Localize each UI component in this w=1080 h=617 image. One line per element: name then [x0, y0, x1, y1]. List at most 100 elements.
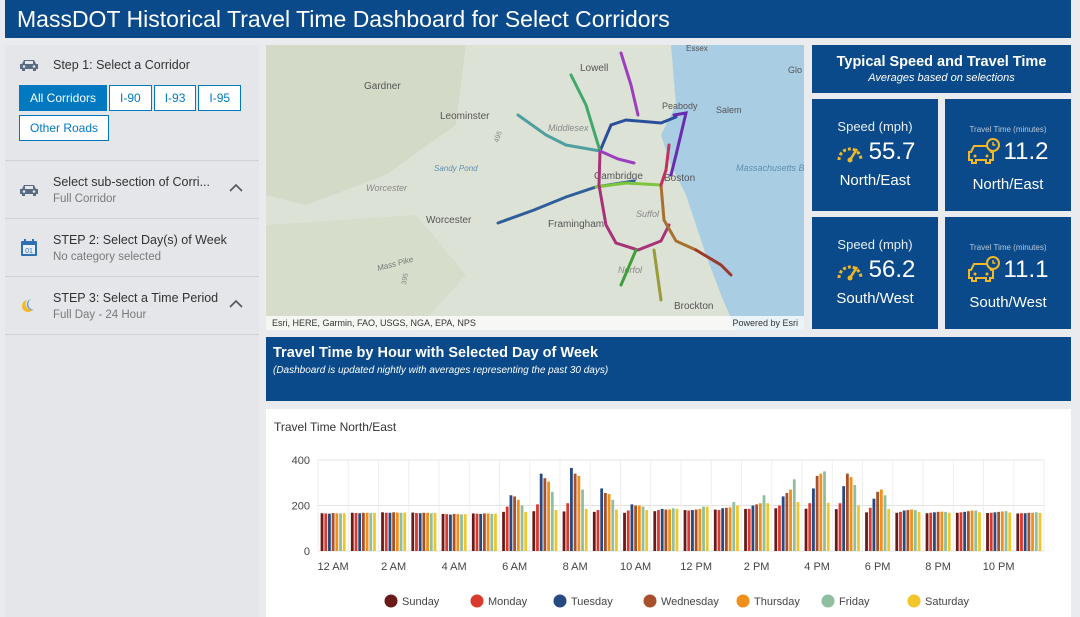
bar-monday-8[interactable]	[566, 503, 570, 551]
bar-sunday-7[interactable]	[532, 511, 536, 551]
bar-wednesday-2[interactable]	[392, 512, 396, 551]
bar-sunday-0[interactable]	[320, 513, 324, 551]
route-boston-core[interactable]	[659, 143, 671, 187]
bar-saturday-10[interactable]	[645, 510, 649, 551]
bar-thursday-4[interactable]	[456, 514, 460, 551]
bar-thursday-22[interactable]	[1000, 511, 1004, 551]
bar-wednesday-4[interactable]	[452, 513, 456, 551]
chevron-up-icon[interactable]	[229, 183, 243, 193]
bar-friday-13[interactable]	[732, 502, 736, 551]
route-i93-north[interactable]	[598, 115, 678, 153]
legend-item-monday[interactable]: Monday	[470, 594, 528, 609]
bar-friday-3[interactable]	[429, 513, 433, 551]
route-2[interactable]	[516, 113, 602, 153]
bar-monday-18[interactable]	[868, 507, 872, 551]
bar-thursday-10[interactable]	[637, 505, 641, 552]
bar-saturday-18[interactable]	[887, 508, 891, 551]
map-canvas[interactable]: Essex Lowell Glo Gardner Peabody Salem L…	[266, 45, 804, 330]
bar-monday-20[interactable]	[929, 512, 933, 551]
bar-friday-4[interactable]	[460, 514, 463, 551]
bar-monday-4[interactable]	[445, 514, 449, 551]
bar-friday-8[interactable]	[581, 489, 584, 551]
route-south-coast[interactable]	[619, 248, 638, 287]
bar-thursday-16[interactable]	[819, 473, 823, 551]
route-cambridge-link[interactable]	[598, 149, 636, 165]
bar-saturday-23[interactable]	[1038, 513, 1042, 551]
bar-friday-17[interactable]	[853, 485, 857, 551]
travel-time-chart[interactable]: Travel Time North/East 0 200 400 12 AM 2 AM…	[266, 409, 1071, 617]
bar-friday-23[interactable]	[1034, 512, 1038, 551]
bar-tuesday-22[interactable]	[993, 512, 997, 551]
bar-thursday-18[interactable]	[879, 489, 883, 551]
bar-monday-0[interactable]	[324, 513, 328, 551]
bar-wednesday-22[interactable]	[997, 511, 1001, 551]
bar-monday-1[interactable]	[354, 513, 358, 551]
corridor-routes[interactable]	[496, 51, 733, 302]
bar-saturday-1[interactable]	[373, 513, 376, 551]
chart-legend[interactable]: Sunday Monday Tuesday Wednesday Thursday Frid…	[384, 594, 970, 609]
route-3[interactable]	[569, 73, 602, 153]
bar-friday-6[interactable]	[520, 505, 524, 552]
bar-tuesday-5[interactable]	[479, 513, 483, 551]
bar-wednesday-13[interactable]	[724, 507, 728, 551]
bar-friday-22[interactable]	[1004, 511, 1008, 551]
bar-saturday-9[interactable]	[615, 509, 618, 551]
bar-saturday-22[interactable]	[1008, 512, 1012, 551]
bar-tuesday-20[interactable]	[933, 512, 936, 551]
bar-sunday-18[interactable]	[865, 512, 868, 551]
bar-friday-21[interactable]	[974, 510, 978, 552]
bar-thursday-8[interactable]	[577, 475, 581, 551]
bar-monday-15[interactable]	[778, 505, 781, 552]
corridor-other-roads-button[interactable]: Other Roads	[19, 115, 110, 141]
bar-saturday-0[interactable]	[342, 513, 346, 551]
bar-saturday-17[interactable]	[857, 505, 860, 552]
bar-wednesday-15[interactable]	[785, 492, 789, 551]
bar-thursday-0[interactable]	[335, 513, 339, 551]
route-24[interactable]	[694, 248, 733, 277]
bar-thursday-14[interactable]	[758, 503, 762, 551]
bar-saturday-5[interactable]	[494, 513, 497, 551]
bar-wednesday-8[interactable]	[573, 473, 577, 551]
corridor-map[interactable]: Essex Lowell Glo Gardner Peabody Salem L…	[266, 45, 804, 330]
corridor-i93-button[interactable]: I-93	[153, 85, 197, 111]
route-138[interactable]	[652, 248, 663, 302]
bar-thursday-11[interactable]	[668, 509, 671, 551]
bar-monday-22[interactable]	[989, 512, 993, 551]
bar-sunday-1[interactable]	[350, 512, 354, 551]
bar-sunday-9[interactable]	[592, 511, 596, 551]
bar-tuesday-9[interactable]	[600, 488, 604, 551]
bar-saturday-13[interactable]	[736, 505, 739, 552]
bar-friday-1[interactable]	[369, 513, 373, 551]
bar-tuesday-7[interactable]	[539, 473, 543, 551]
chevron-up-icon[interactable]	[229, 299, 243, 309]
bar-sunday-4[interactable]	[441, 513, 445, 551]
bar-thursday-21[interactable]	[970, 510, 974, 552]
bar-thursday-23[interactable]	[1031, 512, 1034, 551]
corridor-i95-button[interactable]: I-95	[198, 85, 242, 111]
bar-saturday-7[interactable]	[554, 510, 558, 551]
bar-monday-3[interactable]	[415, 513, 418, 551]
bar-wednesday-1[interactable]	[361, 512, 365, 551]
bar-wednesday-16[interactable]	[815, 475, 819, 551]
route-9[interactable]	[594, 181, 663, 189]
bar-monday-13[interactable]	[717, 510, 721, 551]
bar-sunday-5[interactable]	[471, 513, 475, 551]
bar-friday-19[interactable]	[913, 510, 917, 551]
bar-tuesday-23[interactable]	[1023, 513, 1027, 551]
bar-monday-17[interactable]	[838, 503, 842, 551]
bar-monday-6[interactable]	[505, 506, 509, 551]
bar-thursday-15[interactable]	[789, 489, 792, 551]
route-i495-north[interactable]	[619, 51, 640, 117]
legend-item-tuesday[interactable]: Tuesday	[553, 594, 614, 609]
bar-sunday-16[interactable]	[804, 508, 808, 551]
chart-bars[interactable]	[320, 467, 1042, 552]
route-i95-north[interactable]	[669, 111, 688, 177]
bar-sunday-14[interactable]	[744, 508, 747, 551]
bar-monday-7[interactable]	[536, 504, 539, 551]
bar-saturday-11[interactable]	[675, 508, 679, 551]
bar-wednesday-10[interactable]	[634, 505, 638, 552]
bar-saturday-15[interactable]	[796, 502, 800, 551]
bar-sunday-19[interactable]	[895, 512, 899, 551]
bar-tuesday-1[interactable]	[358, 513, 362, 551]
bar-thursday-7[interactable]	[547, 481, 550, 551]
